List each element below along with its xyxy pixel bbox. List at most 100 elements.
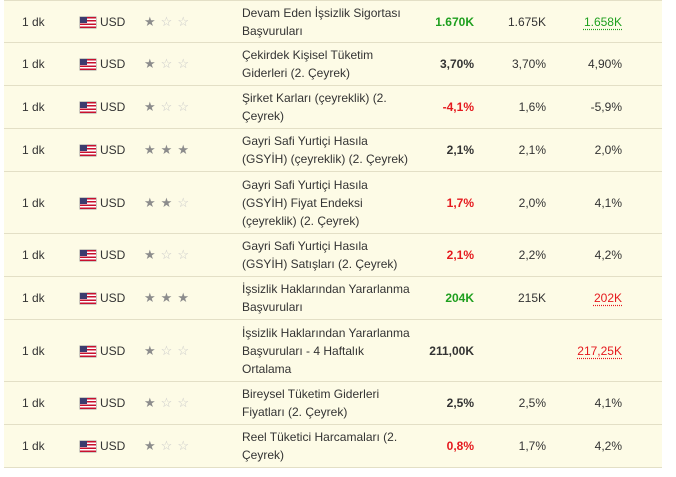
star-filled-icon: ★ (144, 99, 156, 114)
star-empty-icon: ☆ (177, 99, 189, 114)
us-flag-icon (80, 250, 96, 262)
previous-value-cell: 2,0% (546, 128, 662, 172)
forecast-value (474, 319, 546, 382)
previous-value[interactable]: 217,25K (577, 343, 622, 358)
star-filled-icon: ★ (160, 290, 173, 305)
event-name-link[interactable]: İşsizlik Haklarından Yararlanma Başvurul… (242, 319, 420, 382)
event-name-link[interactable]: Gayri Safi Yurtiçi Hasıla (GSYİH) (çeyre… (242, 128, 420, 172)
importance-rating: ★ ★ ☆ (144, 171, 242, 234)
event-row[interactable]: 1 dk USD ★ ☆ ☆ Şirket Karları (çeyreklik) (2.… (4, 85, 662, 129)
importance-rating: ★ ☆ ☆ (144, 424, 242, 468)
event-row[interactable]: 1 dk USD ★ ☆ ☆ Gayri Safi Yurtiçi Hasıla (GSY… (4, 233, 662, 277)
star-filled-icon: ★ (144, 13, 156, 29)
previous-value: 4,1% (594, 195, 622, 210)
event-row[interactable]: 1 dk USD ★ ☆ ☆ Çekirdek Kişisel Tüketim Gider… (4, 42, 662, 86)
event-time: 1 dk (4, 171, 72, 234)
event-time: 1 dk (4, 424, 72, 468)
event-row[interactable]: 1 dk USD ★ ☆ ☆ Devam Eden İşsizlik Sigortası … (4, 0, 662, 43)
us-flag-icon (80, 197, 96, 209)
star-filled-icon: ★ (144, 342, 156, 358)
previous-value-cell: 4,1% (546, 171, 662, 234)
country-flag-cell (72, 233, 100, 277)
event-row[interactable]: 1 dk USD ★ ★ ★ İşsizlik Haklarından Yararlanm… (4, 276, 662, 320)
star-filled-icon: ★ (144, 194, 156, 210)
event-row[interactable]: 1 dk USD ★ ☆ ☆ İşsizlik Haklarından Yararlanm… (4, 319, 662, 382)
star-empty-icon: ☆ (177, 342, 189, 358)
previous-value[interactable]: 1.658K (583, 14, 622, 29)
event-row[interactable]: 1 dk USD ★ ☆ ☆ Bireysel Tüketim Giderleri Fiy… (4, 381, 662, 425)
event-name-link[interactable]: Çekirdek Kişisel Tüketim Giderleri (2. Ç… (242, 42, 420, 86)
country-flag-cell (72, 0, 100, 43)
star-empty-icon: ☆ (160, 13, 173, 29)
event-name-link[interactable]: Şirket Karları (çeyreklik) (2. Çeyrek) (242, 85, 420, 129)
actual-value: 0,8% (420, 424, 474, 468)
event-row[interactable]: 1 dk USD ★ ★ ★ Gayri Safi Yurtiçi Hasıla (GSY… (4, 128, 662, 172)
star-filled-icon: ★ (144, 438, 156, 453)
actual-value: 204K (420, 276, 474, 320)
importance-rating: ★ ☆ ☆ (144, 319, 242, 382)
actual-value: 1.670K (420, 0, 474, 43)
star-filled-icon: ★ (144, 56, 156, 71)
currency-code: USD (100, 42, 144, 86)
us-flag-icon (80, 59, 96, 71)
us-flag-icon (80, 441, 96, 453)
previous-value-cell: 4,1% (546, 381, 662, 425)
country-flag-cell (72, 424, 100, 468)
event-name-link[interactable]: Reel Tüketici Harcamaları (2. Çeyrek) (242, 424, 420, 468)
importance-rating: ★ ★ ★ (144, 276, 242, 320)
star-empty-icon: ☆ (177, 395, 189, 410)
event-name-link[interactable]: Gayri Safi Yurtiçi Hasıla (GSYİH) Satışl… (242, 233, 420, 277)
us-flag-icon (80, 398, 96, 410)
importance-rating: ★ ☆ ☆ (144, 381, 242, 425)
event-time: 1 dk (4, 128, 72, 172)
event-name-link[interactable]: Devam Eden İşsizlik Sigortası Başvurular… (242, 0, 420, 43)
star-empty-icon: ☆ (177, 56, 189, 71)
currency-code: USD (100, 233, 144, 277)
forecast-value: 1.675K (474, 0, 546, 43)
forecast-value: 1,7% (474, 424, 546, 468)
event-name-link[interactable]: Bireysel Tüketim Giderleri Fiyatları (2.… (242, 381, 420, 425)
star-filled-icon: ★ (144, 395, 156, 410)
star-filled-icon: ★ (177, 290, 189, 305)
event-name-link[interactable]: Gayri Safi Yurtiçi Hasıla (GSYİH) Fiyat … (242, 171, 420, 234)
previous-value-cell: 1.658K (546, 0, 662, 43)
previous-value-cell: 4,2% (546, 424, 662, 468)
event-time: 1 dk (4, 42, 72, 86)
event-time: 1 dk (4, 85, 72, 129)
previous-value: 2,0% (594, 143, 622, 157)
country-flag-cell (72, 171, 100, 234)
star-empty-icon: ☆ (160, 56, 173, 71)
importance-rating: ★ ☆ ☆ (144, 42, 242, 86)
currency-code: USD (100, 171, 144, 234)
forecast-value: 215K (474, 276, 546, 320)
event-row[interactable]: 1 dk USD ★ ★ ☆ Gayri Safi Yurtiçi Hasıla (GSY… (4, 171, 662, 234)
country-flag-cell (72, 319, 100, 382)
forecast-value: 3,70% (474, 42, 546, 86)
importance-rating: ★ ☆ ☆ (144, 0, 242, 43)
star-filled-icon: ★ (144, 290, 156, 305)
actual-value: 211,00K (420, 319, 474, 382)
us-flag-icon (80, 345, 96, 357)
star-filled-icon: ★ (160, 194, 173, 210)
star-filled-icon: ★ (160, 142, 173, 157)
country-flag-cell (72, 42, 100, 86)
us-flag-icon (80, 145, 96, 157)
actual-value: -4,1% (420, 85, 474, 129)
event-row[interactable]: 1 dk USD ★ ☆ ☆ Reel Tüketici Harcamaları (2. … (4, 424, 662, 468)
previous-value-cell: 4,2% (546, 233, 662, 277)
event-name-link[interactable]: İşsizlik Haklarından Yararlanma Başvurul… (242, 276, 420, 320)
actual-value: 1,7% (420, 171, 474, 234)
previous-value: 4,90% (587, 57, 622, 71)
previous-value: 4,2% (594, 248, 622, 262)
country-flag-cell (72, 276, 100, 320)
country-flag-cell (72, 85, 100, 129)
previous-value-cell: 217,25K (546, 319, 662, 382)
us-flag-icon (80, 16, 96, 28)
previous-value[interactable]: 202K (593, 291, 622, 305)
star-filled-icon: ★ (144, 142, 156, 157)
star-empty-icon: ☆ (177, 247, 189, 262)
forecast-value: 2,5% (474, 381, 546, 425)
currency-code: USD (100, 424, 144, 468)
currency-code: USD (100, 319, 144, 382)
currency-code: USD (100, 128, 144, 172)
